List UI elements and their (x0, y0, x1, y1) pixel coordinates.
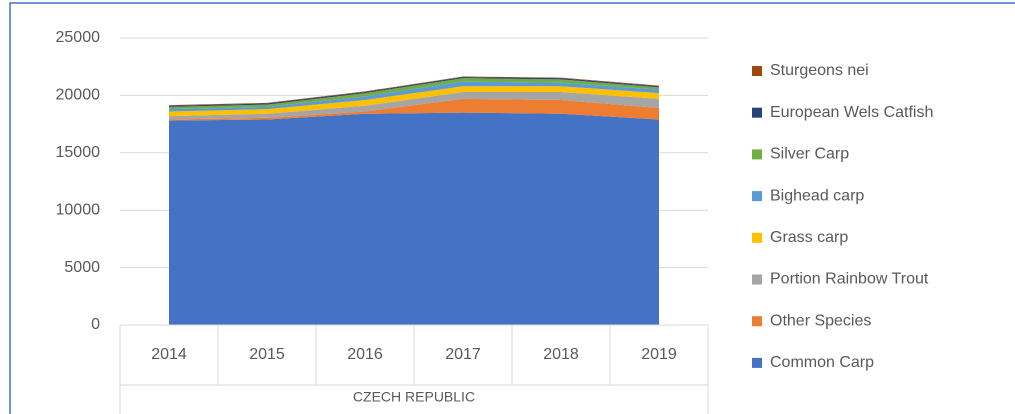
legend-swatch (752, 316, 762, 327)
area (169, 91, 659, 120)
legend-label: Portion Rainbow Trout (770, 271, 929, 288)
x-tick-label: 2018 (543, 346, 579, 363)
x-tick-label: 2016 (347, 346, 383, 363)
group-label: CZECH REPUBLIC (353, 389, 475, 405)
legend-swatch (752, 149, 762, 160)
legend-label: European Wels Catfish (770, 104, 933, 121)
area (169, 78, 659, 110)
x-tick-label: 2017 (445, 346, 481, 363)
legend-swatch (752, 274, 762, 285)
legend-swatch (752, 191, 762, 202)
y-tick-label: 15000 (56, 144, 101, 161)
legend-label: Bighead carp (770, 187, 864, 204)
y-tick-label: 10000 (56, 201, 101, 218)
x-tick-label: 2019 (641, 346, 677, 363)
y-tick-label: 25000 (56, 29, 101, 46)
y-tick-label: 5000 (64, 259, 100, 276)
y-tick-label: 20000 (56, 87, 101, 104)
legend-swatch (752, 107, 762, 118)
legend-label: Silver Carp (770, 146, 849, 163)
area (169, 81, 659, 112)
y-tick-label: 0 (91, 316, 100, 333)
legend-label: Common Carp (770, 354, 874, 371)
legend-swatch (752, 66, 762, 76)
legend-label: Sturgeons nei (770, 62, 869, 79)
legend-label: Other Species (770, 312, 871, 329)
area (169, 112, 659, 326)
chart-frame (9, 2, 1015, 414)
legend-swatch (752, 232, 762, 243)
x-tick-label: 2014 (151, 346, 187, 363)
x-tick-label: 2015 (249, 346, 285, 363)
area (169, 86, 659, 117)
area (169, 98, 659, 121)
legend-swatch (752, 357, 762, 368)
legend-label: Grass carp (770, 229, 848, 246)
